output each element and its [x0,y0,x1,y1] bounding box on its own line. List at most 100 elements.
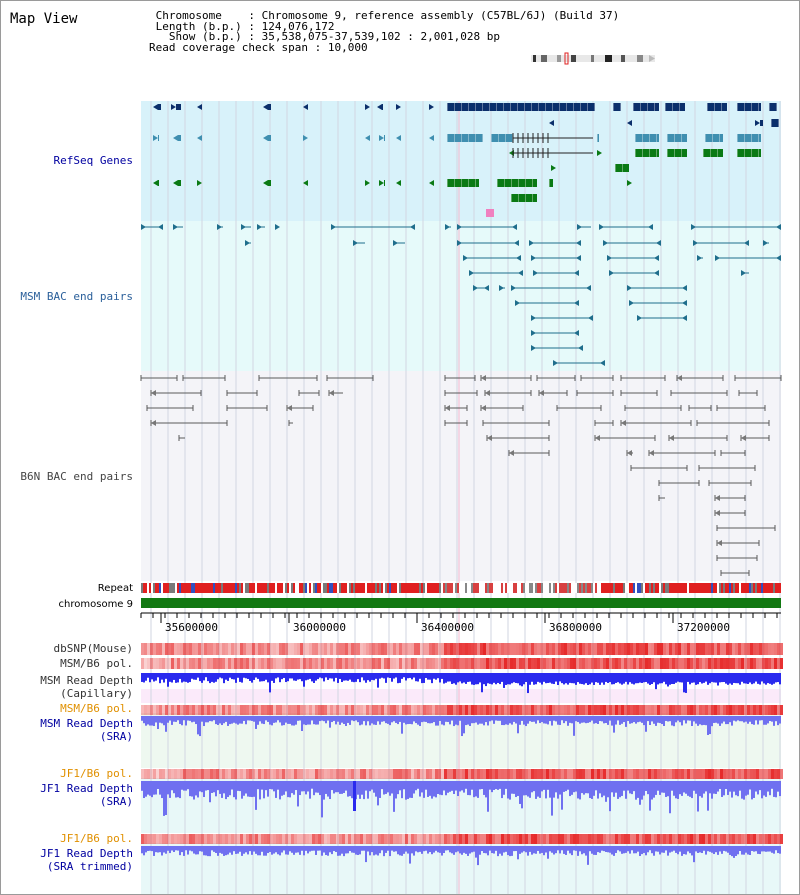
gene-exon [178,180,181,186]
pol-heat-cell [732,643,735,655]
read-depth-bar [745,846,747,853]
repeat-segment [767,583,769,593]
gene-arrow [263,180,268,186]
jf1-read-depth-sra-label[interactable]: JF1 Read Depth [40,782,133,795]
read-depth-bar [351,846,353,853]
read-depth-bar [713,716,715,723]
read-depth-bar [153,716,155,727]
gene-arrow [627,180,632,186]
read-depth-bar [373,846,375,856]
repeat-segment [761,583,763,593]
repeat-segment [345,583,347,593]
pol-heat-cell [591,834,594,844]
read-depth-bar [689,781,691,797]
read-depth-bar [469,846,471,854]
pol-heat-cell [387,658,390,669]
read-depth-bar [371,846,373,853]
msm-bac-end [473,285,478,291]
gene-exon-tick [511,179,512,187]
pol-heat-cell [186,705,189,715]
pol-heat-cell [372,769,375,779]
repeat-segment [515,583,517,593]
pol-heat-cell [405,705,408,715]
read-depth-bar [271,846,273,855]
read-depth-bar [661,846,663,853]
pol-heat-cell [435,834,438,844]
read-depth-bar [571,673,573,684]
pol-heat-cell [411,705,414,715]
read-depth-bar [635,716,637,724]
msm-bac-end [586,285,591,291]
pol-heat-cell [777,658,780,669]
read-depth-bar [291,673,293,679]
msm-bac-label[interactable]: MSM BAC end pairs [20,290,133,303]
msm-read-depth-capillary-label[interactable]: MSM Read Depth [40,674,133,687]
pol-heat-cell [375,769,378,779]
read-depth-bar [611,716,613,726]
repeat-segment [383,583,385,593]
read-depth-bar [485,846,487,854]
pol-heat-cell [321,705,324,715]
pol-heat-cell [501,658,504,669]
read-depth-bar [737,716,739,721]
pol-heat-cell [210,658,213,669]
pol-heat-cell [177,834,180,844]
msm-b6-pol-sra-label[interactable]: MSM/B6 pol. [60,702,133,715]
pol-heat-cell [723,658,726,669]
read-depth-bar [549,846,551,852]
read-depth-bar [563,781,565,792]
read-depth-bar [407,781,409,799]
pol-heat-cell [288,834,291,844]
read-depth-bar [495,781,497,790]
read-depth-bar [407,846,409,854]
pol-heat-cell [444,643,447,655]
read-depth-bar [765,716,767,725]
repeat-segment [161,583,163,593]
pol-heat-cell [615,834,618,844]
repeat-segment [389,583,391,593]
read-depth-bar [191,846,193,852]
repeat-segment [415,583,417,593]
pol-heat-cell [660,705,663,715]
read-depth-bar [519,673,521,686]
read-depth-bar [483,846,485,854]
pol-heat-cell [165,705,168,715]
jf1-read-depth-trim-label[interactable]: JF1 Read Depth [40,847,133,860]
repeat-segment [571,583,573,593]
pol-heat-cell [282,834,285,844]
jf1-b6-pol-label[interactable]: JF1/B6 pol. [60,767,133,780]
pol-heat-cell [558,643,561,655]
read-depth-bar [739,673,741,685]
read-depth-bar [281,673,283,680]
refseq-genes-label[interactable]: RefSeq Genes [53,154,133,167]
read-depth-bar [709,673,711,684]
dbsnp-label[interactable]: dbSNP(Mouse) [53,642,133,655]
read-depth-bar [165,716,167,732]
read-depth-bar [179,846,181,856]
msm-bac-end [648,224,653,230]
pol-heat-cell [453,769,456,779]
pol-heat-cell [258,769,261,779]
msm-b6-pol-label[interactable]: MSM/B6 pol. [60,657,133,670]
pol-heat-cell [483,769,486,779]
repeat-segment [333,583,335,593]
repeat-segment [163,583,165,593]
read-depth-bar [415,781,417,791]
repeat-segment [433,583,435,593]
pol-heat-cell [177,705,180,715]
repeat-segment [597,583,599,593]
pol-heat-cell [303,643,306,655]
repeat-segment [315,583,317,593]
read-depth-bar [161,673,163,680]
read-depth-bar [239,781,241,792]
read-depth-bar [387,673,389,678]
pol-heat-cell [432,705,435,715]
repeat-segment [487,583,489,593]
b6n-bac-label[interactable]: B6N BAC end pairs [20,470,133,483]
msm-read-depth-sra-label[interactable]: MSM Read Depth [40,717,133,730]
pol-heat-cell [423,769,426,779]
pol-heat-cell [597,834,600,844]
gene-exon-tick [559,103,560,111]
jf1-b6-pol-trim-label[interactable]: JF1/B6 pol. [60,832,133,845]
pol-heat-cell [330,769,333,779]
